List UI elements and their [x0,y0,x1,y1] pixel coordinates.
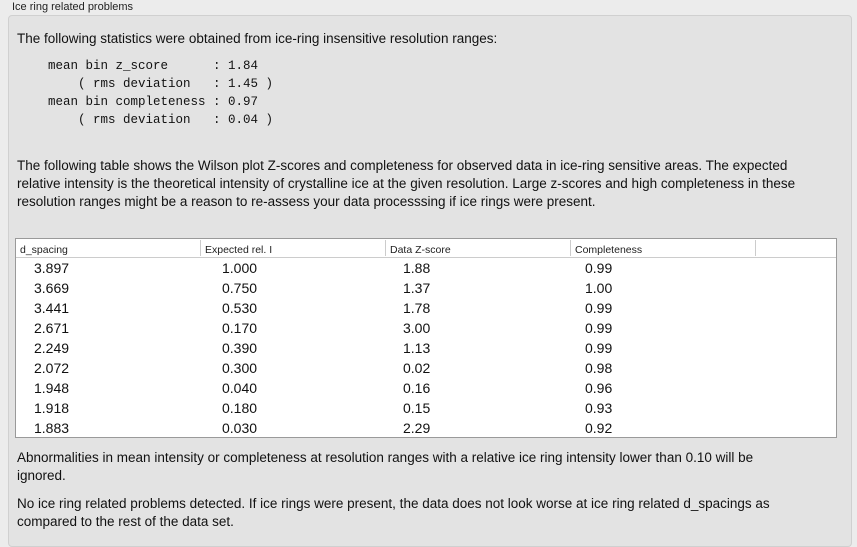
table-cell: 0.98 [585,360,613,376]
table-row[interactable]: 2.072 0.300 0.02 0.98 [16,358,836,378]
table-row[interactable]: 1.948 0.040 0.16 0.96 [16,378,836,398]
table-cell: 1.37 [403,280,431,296]
table-cell: 1.78 [403,300,431,316]
table-cell: 0.030 [222,420,258,436]
column-header-expected-rel-i[interactable]: Expected rel. I [201,240,386,256]
table-cell: 0.390 [222,340,258,356]
table-cell: 1.948 [34,380,70,396]
table-intro-text: The following table shows the Wilson plo… [17,158,796,209]
table-cell: 3.441 [34,300,70,316]
intro-text: The following statistics were obtained f… [17,31,498,46]
table-cell: 1.88 [403,260,431,276]
table-row[interactable]: 3.669 0.750 1.37 1.00 [16,278,836,298]
table-row[interactable]: 1.883 0.030 2.29 0.92 [16,418,836,438]
table-cell: 1.883 [34,420,70,436]
table-cell: 1.00 [585,280,613,296]
table-cell: 0.170 [222,320,258,336]
stats-block: mean bin z_score : 1.84 ( rms deviation … [48,59,274,127]
table-cell: 2.29 [403,420,431,436]
table-cell: 2.072 [34,360,70,376]
column-header-d-spacing[interactable]: d_spacing [16,240,201,256]
table-cell: 3.897 [34,260,70,276]
table-cell: 0.530 [222,300,258,316]
table-cell: 3.00 [403,320,431,336]
section-title: Ice ring related problems [12,1,134,13]
column-header-data-z-score[interactable]: Data Z-score [386,240,571,256]
note-text: Abnormalities in mean intensity or compl… [17,450,754,483]
table-cell: 0.180 [222,400,258,416]
table-header: d_spacing Expected rel. I Data Z-score C… [16,239,836,258]
table-cell: 0.15 [403,400,431,416]
table-cell: 0.02 [403,360,431,376]
table-cell: 0.16 [403,380,431,396]
table-cell: 2.671 [34,320,70,336]
table-cell: 0.99 [585,260,613,276]
table-cell: 1.13 [403,340,431,356]
table-row[interactable]: 3.441 0.530 1.78 0.99 [16,298,836,318]
table-cell: 0.96 [585,380,613,396]
ice-ring-table[interactable]: d_spacing Expected rel. I Data Z-score C… [15,238,837,438]
table-cell: 0.99 [585,300,613,316]
table-cell: 1.000 [222,260,258,276]
table-cell: 0.92 [585,420,613,436]
table-cell: 0.300 [222,360,258,376]
table-cell: 0.99 [585,340,613,356]
table-cell: 0.040 [222,380,258,396]
table-cell: 3.669 [34,280,70,296]
table-cell: 1.918 [34,400,70,416]
table-cell: 0.750 [222,280,258,296]
conclusion-text: No ice ring related problems detected. I… [17,496,770,529]
table-cell: 0.99 [585,320,613,336]
table-cell: 0.93 [585,400,613,416]
table-row[interactable]: 2.249 0.390 1.13 0.99 [16,338,836,358]
table-row[interactable]: 3.897 1.000 1.88 0.99 [16,258,836,278]
table-cell: 2.249 [34,340,70,356]
table-row[interactable]: 2.671 0.170 3.00 0.99 [16,318,836,338]
column-header-completeness[interactable]: Completeness [571,240,756,256]
table-row[interactable]: 1.918 0.180 0.15 0.93 [16,398,836,418]
